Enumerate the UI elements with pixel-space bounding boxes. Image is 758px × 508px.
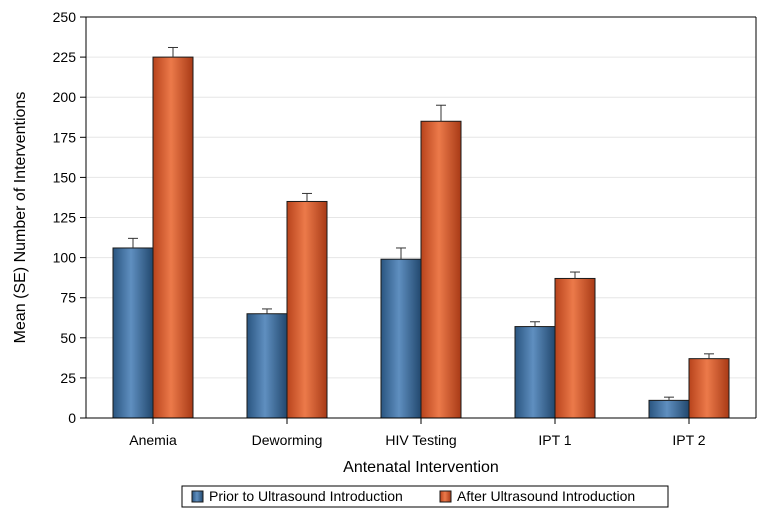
y-axis-title: Mean (SE) Number of Interventions xyxy=(12,92,29,344)
bar-anemia-series-1 xyxy=(112,247,154,419)
y-tick-label: 200 xyxy=(53,89,77,105)
y-tick-label: 175 xyxy=(53,129,77,145)
y-tick-label: 75 xyxy=(60,290,76,306)
y-tick-label: 225 xyxy=(53,49,77,65)
legend-label: Prior to Ultrasound Introduction xyxy=(209,488,403,504)
legend-box xyxy=(181,485,669,508)
y-tick-label: 25 xyxy=(60,370,76,386)
bar-ipt-1-series-2 xyxy=(554,277,596,419)
y-tick-label: 100 xyxy=(53,250,77,266)
bar-ipt-2-series-2 xyxy=(688,358,730,419)
y-tick-label: 50 xyxy=(60,330,76,346)
x-tick-label: HIV Testing xyxy=(385,432,456,448)
bar-ipt-2-series-1 xyxy=(648,399,690,419)
legend: Prior to Ultrasound Introduction After Ul… xyxy=(181,485,669,508)
bar-hiv-testing-series-1 xyxy=(380,258,422,419)
x-tick-label: IPT 1 xyxy=(538,432,571,448)
bar-ipt-1-series-1 xyxy=(514,326,556,419)
y-tick-label: 150 xyxy=(53,169,77,185)
y-tick-label: 250 xyxy=(53,9,77,25)
bar-anemia-series-2 xyxy=(152,56,194,419)
x-tick-label: Anemia xyxy=(129,432,177,448)
bars xyxy=(112,46,730,419)
bar-deworming-series-2 xyxy=(286,200,328,419)
bar-deworming-series-1 xyxy=(246,313,288,419)
y-tick-label: 125 xyxy=(53,210,77,226)
legend-label: After Ultrasound Introduction xyxy=(457,488,635,504)
x-axis-title: Antenatal Intervention xyxy=(343,459,499,476)
legend-swatch xyxy=(439,490,452,503)
legend-swatch xyxy=(191,490,204,503)
y-tick-labels: 0 25 50 75 100 125 150 175 200 225 250 xyxy=(53,9,77,426)
x-tick-labels: Anemia Deworming HIV Testing IPT 1 IPT 2 xyxy=(129,432,706,448)
bar-hiv-testing-series-2 xyxy=(420,120,462,419)
y-tick-label: 0 xyxy=(68,410,76,426)
axes xyxy=(80,16,757,424)
x-tick-label: Deworming xyxy=(252,432,323,448)
x-tick-label: IPT 2 xyxy=(672,432,705,448)
